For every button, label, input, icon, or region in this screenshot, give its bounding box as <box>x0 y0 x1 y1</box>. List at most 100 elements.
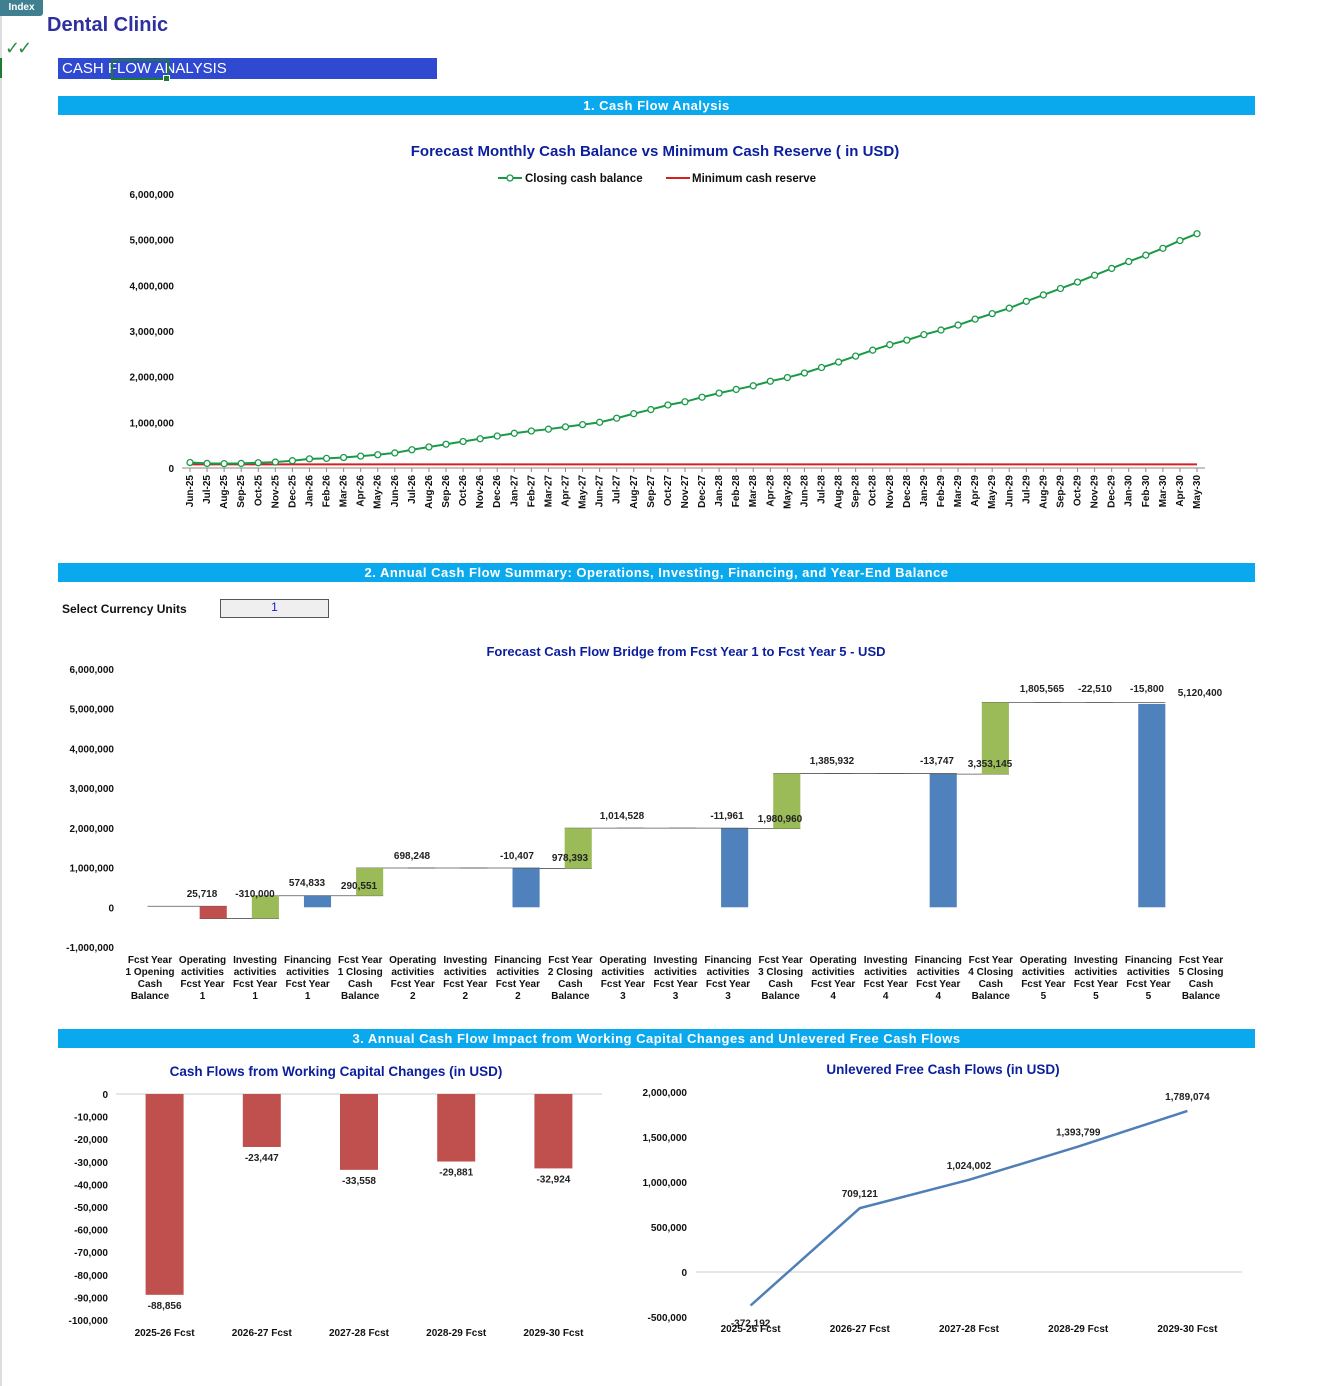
closing-cash-point <box>237 459 245 468</box>
category-label: activities <box>1022 967 1065 978</box>
closing-cash-point <box>1125 257 1133 266</box>
x-tick-label: 2029-30 Fcst <box>523 1328 584 1339</box>
bridge-bar <box>251 895 279 919</box>
fill-handle[interactable] <box>163 75 170 82</box>
y-tick-label: -30,000 <box>74 1158 108 1169</box>
x-tick-label: Aug-25 <box>219 475 230 509</box>
category-label: Fcst Year <box>338 955 382 966</box>
category-label: Balance <box>131 991 170 1002</box>
closing-cash-point <box>510 429 518 437</box>
y-tick-label: -1,000,000 <box>66 943 114 954</box>
closing-cash-point <box>817 363 826 372</box>
unlevered-fcf-chart: Unlevered Free Cash Flows (in USD) -500,… <box>643 1062 1242 1335</box>
category-label: Financing <box>704 955 751 966</box>
closing-cash-point <box>561 423 570 431</box>
monthly-cash-balance-chart: Forecast Monthly Cash Balance vs Minimum… <box>130 143 1205 509</box>
bridge-bar <box>981 702 1009 775</box>
y-tick-label: -80,000 <box>74 1271 108 1282</box>
closing-cash-point <box>971 315 979 323</box>
closing-cash-point <box>1108 264 1116 273</box>
index-button[interactable]: Index <box>0 0 43 16</box>
category-label: Investing <box>443 955 487 966</box>
wc-bar <box>340 1094 378 1170</box>
x-tick-label: Aug-27 <box>629 475 640 509</box>
category-label: activities <box>1127 967 1170 978</box>
chart-title: Forecast Monthly Cash Balance vs Minimum… <box>411 143 899 160</box>
category-label: activities <box>917 967 960 978</box>
bridge-data-label: 5,120,400 <box>1178 688 1223 699</box>
category-label: activities <box>286 967 329 978</box>
row-marker <box>0 58 2 78</box>
bridge-data-label: 25,718 <box>187 889 218 900</box>
x-tick-label: Jul-25 <box>202 475 213 504</box>
bridge-bar <box>512 868 540 908</box>
legend: Closing cash balance Minimum cash reserv… <box>498 173 816 185</box>
ufcf-data-label: 1,789,074 <box>1165 1092 1210 1103</box>
closing-cash-point <box>886 341 894 349</box>
ufcf-data-label: 1,393,799 <box>1056 1128 1101 1139</box>
closing-cash-point <box>493 432 501 440</box>
section-header-2: 2. Annual Cash Flow Summary: Operations,… <box>58 563 1255 582</box>
closing-cash-point <box>357 452 365 460</box>
category-label: activities <box>707 967 750 978</box>
chart-title: Forecast Cash Flow Bridge from Fcst Year… <box>486 644 885 659</box>
y-tick-label: -90,000 <box>74 1293 108 1304</box>
y-tick-label: 2,000,000 <box>130 373 175 384</box>
category-label: 1 Closing <box>338 967 383 978</box>
x-tick-label: 2027-28 Fcst <box>329 1328 390 1339</box>
closing-cash-point <box>834 358 843 366</box>
x-tick-label: Oct-26 <box>458 475 469 507</box>
closing-cash-point <box>578 420 587 429</box>
x-tick-label: Dec-29 <box>1107 475 1118 508</box>
category-label: Cash <box>768 979 792 990</box>
x-tick-label: Feb-29 <box>936 475 947 508</box>
x-tick-label: Jan-29 <box>919 475 930 507</box>
wc-data-label: -32,924 <box>536 1174 570 1185</box>
x-tick-label: Oct-27 <box>663 475 674 507</box>
category-label: Balance <box>761 991 800 1002</box>
category-label: 1 <box>305 991 311 1002</box>
closing-cash-point <box>783 373 792 382</box>
category-label: Fcst Year <box>548 955 592 966</box>
closing-cash-point <box>459 437 467 446</box>
x-tick-label: Jan-28 <box>714 475 725 507</box>
closing-cash-point <box>425 443 433 451</box>
category-label: activities <box>602 967 645 978</box>
category-label: activities <box>1074 967 1117 978</box>
x-tick-label: Aug-28 <box>834 475 845 509</box>
bridge-data-label: -15,800 <box>1130 684 1164 695</box>
category-label: activities <box>181 967 224 978</box>
x-tick-label: Jul-27 <box>612 475 623 504</box>
x-tick-label: Sep-27 <box>646 475 657 508</box>
y-tick-label: -100,000 <box>69 1316 109 1327</box>
wc-data-label: -88,856 <box>148 1301 182 1312</box>
x-tick-label: Jun-25 <box>185 475 196 508</box>
bridge-bar <box>1138 703 1166 908</box>
category-label: Fcst Year <box>601 979 645 990</box>
bridge-data-label: 698,248 <box>394 851 431 862</box>
x-tick-label: Nov-28 <box>885 475 896 509</box>
category-label: 1 <box>200 991 206 1002</box>
bridge-data-label: -13,747 <box>920 756 954 767</box>
closing-cash-point <box>476 435 484 443</box>
sheet-title: CASH FLOW ANALYSIS <box>58 58 437 79</box>
closing-cash-point <box>544 425 553 433</box>
x-tick-label: Oct-29 <box>1073 475 1084 507</box>
category-label: activities <box>654 967 697 978</box>
category-label: Operating <box>1020 955 1067 966</box>
y-tick-label: 5,000,000 <box>130 236 175 247</box>
closing-cash-point <box>613 414 621 422</box>
category-label: Operating <box>389 955 436 966</box>
section-header-3: 3. Annual Cash Flow Impact from Working … <box>58 1029 1255 1048</box>
x-tick-label: Feb-26 <box>322 475 333 508</box>
selected-cell[interactable] <box>111 59 169 80</box>
closing-cash-point <box>1176 236 1184 245</box>
y-tick-label: -10,000 <box>74 1113 108 1124</box>
category-label: Fcst Year <box>1179 955 1223 966</box>
currency-units-input[interactable]: 1 <box>220 599 329 618</box>
closing-cash-point <box>527 427 536 435</box>
wc-bar <box>242 1094 281 1147</box>
x-tick-label: Aug-26 <box>424 475 435 509</box>
category-label: activities <box>812 967 855 978</box>
category-label: 3 <box>725 991 731 1002</box>
